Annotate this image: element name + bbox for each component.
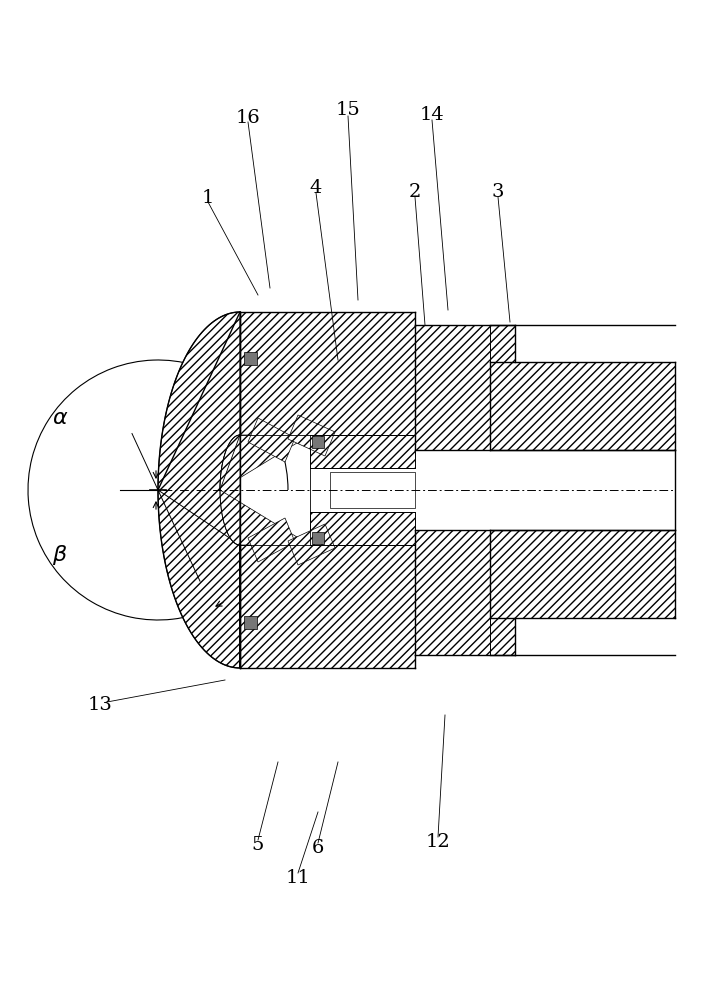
Polygon shape [490,362,675,450]
Text: 13: 13 [88,696,112,714]
Polygon shape [312,436,324,448]
Text: 14: 14 [420,106,444,124]
Polygon shape [240,312,415,435]
Polygon shape [288,524,335,565]
Polygon shape [220,435,310,545]
Text: $\alpha$: $\alpha$ [52,407,68,429]
Polygon shape [220,435,310,545]
Polygon shape [243,615,257,629]
Text: 5: 5 [252,836,264,854]
Polygon shape [415,530,490,655]
Polygon shape [490,618,515,655]
Text: 15: 15 [335,101,361,119]
Polygon shape [415,325,490,450]
Polygon shape [288,415,335,456]
Text: 16: 16 [236,109,260,127]
Text: 11: 11 [285,869,311,887]
Polygon shape [248,518,295,562]
Polygon shape [310,512,415,545]
Polygon shape [490,325,515,362]
Polygon shape [243,352,257,364]
Text: 12: 12 [425,833,451,851]
Polygon shape [330,472,415,508]
Text: 6: 6 [312,839,324,857]
Text: 4: 4 [310,179,322,197]
Text: 1: 1 [202,189,214,207]
Polygon shape [490,530,675,618]
Polygon shape [248,418,295,462]
Text: 3: 3 [492,183,504,201]
Polygon shape [158,312,240,668]
Polygon shape [240,545,415,668]
Polygon shape [310,435,415,468]
Text: $\beta$: $\beta$ [52,543,67,567]
Polygon shape [312,532,324,544]
Polygon shape [158,312,240,668]
Text: 2: 2 [409,183,421,201]
